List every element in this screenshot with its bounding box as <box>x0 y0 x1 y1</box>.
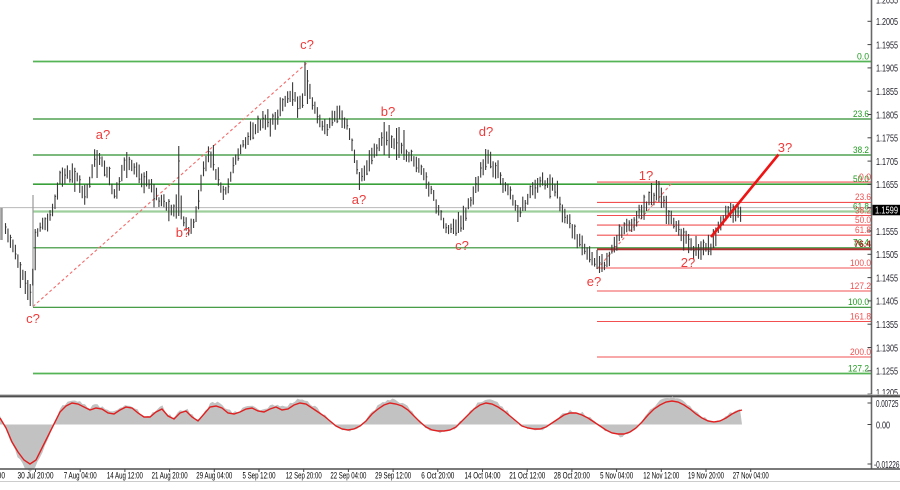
svg-text:c?: c? <box>455 238 469 253</box>
svg-text:200.0: 200.0 <box>850 347 871 358</box>
svg-text:23.6: 23.6 <box>853 109 869 120</box>
svg-text:d?: d? <box>479 124 493 139</box>
svg-text:a?: a? <box>352 192 366 207</box>
svg-text:100.0: 100.0 <box>848 297 869 308</box>
svg-text:0.0: 0.0 <box>859 172 871 183</box>
svg-text:c?: c? <box>300 37 314 52</box>
svg-text:14 Aug 12:00: 14 Aug 12:00 <box>107 471 143 482</box>
svg-text:29 Sep 12:00: 29 Sep 12:00 <box>375 471 411 482</box>
svg-text:1.1405: 1.1405 <box>876 296 898 308</box>
svg-text:c?: c? <box>26 311 40 326</box>
svg-text:1.1555: 1.1555 <box>876 226 898 238</box>
svg-text:6 Oct 20:00: 6 Oct 20:00 <box>421 471 454 482</box>
svg-text:1.1505: 1.1505 <box>876 249 898 261</box>
svg-text:30 Jul 20:00: 30 Jul 20:00 <box>18 471 54 482</box>
svg-text:1.2055: 1.2055 <box>876 0 898 7</box>
svg-text:161.8: 161.8 <box>850 311 871 322</box>
svg-text:29 Aug 04:00: 29 Aug 04:00 <box>196 471 232 482</box>
svg-text:1?: 1? <box>639 168 653 183</box>
svg-text:23.6: 23.6 <box>855 192 871 203</box>
svg-text:27 Nov 04:00: 27 Nov 04:00 <box>733 471 769 482</box>
svg-text:22 Sep 04:00: 22 Sep 04:00 <box>330 471 366 482</box>
svg-text:1.1855: 1.1855 <box>876 86 898 98</box>
svg-text:2?: 2? <box>681 255 695 270</box>
svg-text:e?: e? <box>587 274 601 289</box>
svg-text:127.2: 127.2 <box>848 363 869 374</box>
svg-text:1.1255: 1.1255 <box>876 366 898 378</box>
svg-text:1.1355: 1.1355 <box>876 319 898 331</box>
svg-text:14 Oct 04:00: 14 Oct 04:00 <box>465 471 501 482</box>
svg-text:b?: b? <box>381 104 395 119</box>
svg-text:0.00: 0.00 <box>876 420 890 431</box>
svg-text:0.00725: 0.00725 <box>876 399 899 410</box>
svg-text:1.1955: 1.1955 <box>876 39 898 51</box>
svg-text:1.1655: 1.1655 <box>876 179 898 191</box>
svg-text:28 Oct 20:00: 28 Oct 20:00 <box>554 471 590 482</box>
svg-text:12 Sep 20:00: 12 Sep 20:00 <box>286 471 322 482</box>
svg-text:21 Oct 12:00: 21 Oct 12:00 <box>509 471 545 482</box>
svg-text:1.1755: 1.1755 <box>876 133 898 145</box>
svg-text:100.0: 100.0 <box>850 258 871 269</box>
svg-text:5 Sep 12:00: 5 Sep 12:00 <box>243 471 276 482</box>
svg-text:1.1455: 1.1455 <box>876 272 898 284</box>
svg-text:76.4: 76.4 <box>854 239 872 250</box>
svg-text:3?: 3? <box>778 140 792 155</box>
svg-text:1.1805: 1.1805 <box>876 109 898 121</box>
svg-text:38.2: 38.2 <box>853 145 869 156</box>
svg-text:0.0: 0.0 <box>857 51 869 62</box>
svg-text:1.1305: 1.1305 <box>876 342 898 354</box>
svg-text:21 Aug 20:00: 21 Aug 20:00 <box>152 471 188 482</box>
svg-text:b?: b? <box>176 225 190 240</box>
svg-text:1.1905: 1.1905 <box>876 63 898 75</box>
svg-text:23 Jul 12:00: 23 Jul 12:00 <box>0 471 5 482</box>
svg-text:12 Nov 12:00: 12 Nov 12:00 <box>643 471 679 482</box>
svg-text:7 Aug 04:00: 7 Aug 04:00 <box>64 471 97 482</box>
svg-text:1.1705: 1.1705 <box>876 156 898 168</box>
svg-text:19 Nov 20:00: 19 Nov 20:00 <box>688 471 724 482</box>
svg-text:a?: a? <box>96 127 110 142</box>
svg-text:5 Nov 04:00: 5 Nov 04:00 <box>600 471 633 482</box>
svg-text:127.2: 127.2 <box>850 281 871 292</box>
svg-text:1.2005: 1.2005 <box>876 16 898 28</box>
svg-text:1.1599: 1.1599 <box>875 205 898 216</box>
